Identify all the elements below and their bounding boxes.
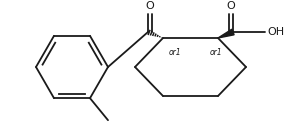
Text: or1: or1 <box>210 48 223 57</box>
Text: OH: OH <box>267 27 284 37</box>
Text: O: O <box>146 1 154 11</box>
Text: O: O <box>226 1 236 11</box>
Polygon shape <box>218 29 234 38</box>
Text: or1: or1 <box>169 48 182 57</box>
